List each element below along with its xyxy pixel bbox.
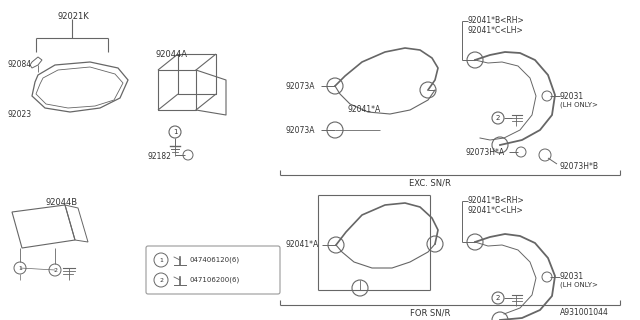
Text: (LH ONLY>: (LH ONLY>: [560, 101, 598, 108]
Text: 92041*B<RH>: 92041*B<RH>: [468, 16, 525, 25]
Text: 1: 1: [173, 129, 177, 135]
Text: 92041*C<LH>: 92041*C<LH>: [468, 26, 524, 35]
Text: 92073A: 92073A: [285, 82, 314, 91]
Text: 1: 1: [18, 266, 22, 270]
Text: 92041*A: 92041*A: [348, 105, 381, 114]
Text: 92044B: 92044B: [45, 198, 77, 207]
Text: 2: 2: [53, 268, 57, 273]
Text: 92021K: 92021K: [57, 12, 89, 21]
Text: EXC. SN/R: EXC. SN/R: [409, 178, 451, 187]
Text: FOR SN/R: FOR SN/R: [410, 308, 450, 317]
Text: 92073A: 92073A: [285, 126, 314, 135]
Text: 92041*B<RH>: 92041*B<RH>: [468, 196, 525, 205]
Text: 2: 2: [496, 295, 500, 301]
Text: 92182: 92182: [148, 152, 172, 161]
Text: A931001044: A931001044: [560, 308, 609, 317]
Text: 2: 2: [496, 115, 500, 121]
Text: 92084: 92084: [8, 60, 32, 69]
Text: 047406120(6): 047406120(6): [190, 257, 240, 263]
Text: 92073H*B: 92073H*B: [560, 162, 599, 171]
Text: (LH ONLY>: (LH ONLY>: [560, 281, 598, 287]
Text: 92023: 92023: [8, 110, 32, 119]
Text: 2: 2: [159, 277, 163, 283]
Text: 92031: 92031: [560, 272, 584, 281]
Text: 92031: 92031: [560, 92, 584, 101]
Text: 92041*C<LH>: 92041*C<LH>: [468, 206, 524, 215]
Text: 92073H*A: 92073H*A: [465, 148, 504, 157]
Text: 92044A: 92044A: [155, 50, 187, 59]
Text: 047106200(6): 047106200(6): [190, 277, 240, 283]
Text: 92041*A: 92041*A: [285, 240, 318, 249]
Text: 1: 1: [159, 258, 163, 262]
